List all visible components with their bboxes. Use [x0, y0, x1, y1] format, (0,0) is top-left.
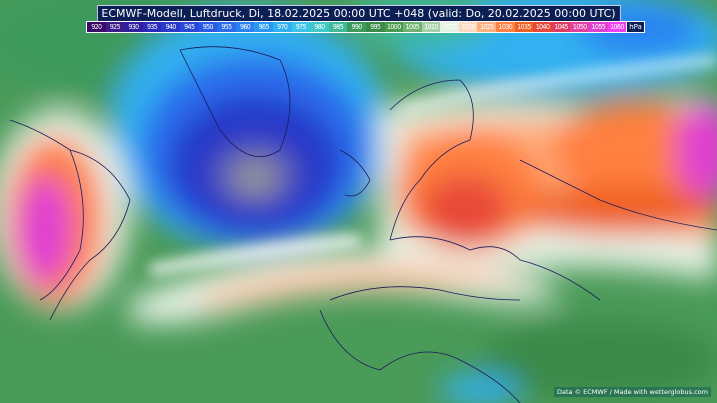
legend-level: 970 [272, 22, 292, 32]
legend-level: 950 [198, 22, 218, 32]
pressure-band-white [149, 55, 717, 275]
legend-level: 1045 [551, 22, 571, 32]
legend-level: 1055 [589, 22, 608, 32]
legend-level: 990 [347, 22, 366, 32]
map-title: ECMWF-Modell, Luftdruck, Di, 18.02.2025 … [96, 5, 621, 22]
pressure-legend: 920 925 930 935 940 945 950 955 960 965 970 975 980 9… [86, 21, 645, 33]
legend-level: 925 [105, 22, 125, 32]
coastlines [9, 46, 717, 403]
legend-level: 960 [235, 22, 255, 32]
legend-level: 995 [365, 22, 385, 32]
legend-level: 1040 [533, 22, 552, 32]
legend-level: 945 [179, 22, 199, 32]
legend-level: 965 [254, 22, 273, 32]
legend-unit: hPa [626, 22, 644, 32]
legend-level: 935 [142, 22, 162, 32]
legend-level: 920 [87, 22, 106, 32]
legend-level: 1030 [496, 22, 515, 32]
data-credit: Data © ECMWF / Made with wetterglobus.co… [554, 387, 711, 397]
legend-level: 1015 [440, 22, 459, 32]
legend-level: 1005 [403, 22, 422, 32]
legend-level: 1050 [570, 22, 590, 32]
legend-level: 955 [217, 22, 236, 32]
legend-level: 1060 [607, 22, 627, 32]
legend-level: 985 [328, 22, 348, 32]
legend-level: 1020 [458, 22, 478, 32]
legend-level: 930 [124, 22, 143, 32]
legend-level: 940 [161, 22, 180, 32]
legend-level: 1000 [384, 22, 404, 32]
legend-level: 1025 [477, 22, 497, 32]
legend-level: 975 [291, 22, 311, 32]
legend-level: 980 [310, 22, 329, 32]
legend-level: 1035 [514, 22, 534, 32]
legend-level: 1010 [421, 22, 441, 32]
